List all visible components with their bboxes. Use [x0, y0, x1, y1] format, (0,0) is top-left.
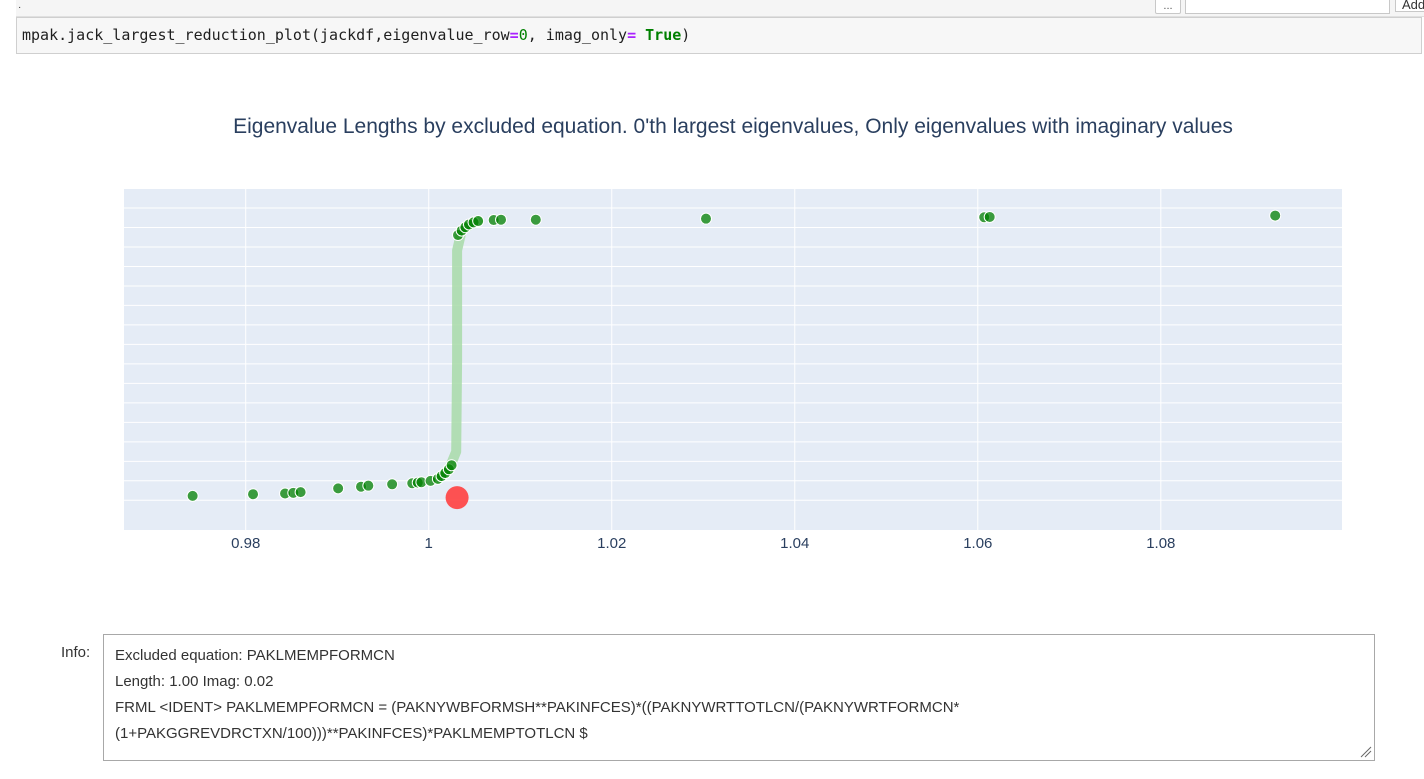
- code-cell-input[interactable]: mpak.jack_largest_reduction_plot(jackdf,…: [16, 17, 1422, 54]
- info-line: Length: 1.00 Imag: 0.02: [115, 673, 274, 690]
- data-point: [1269, 209, 1282, 222]
- data-point: [186, 489, 199, 502]
- info-textarea[interactable]: Excluded equation: PAKLMEMPFORMCN Length…: [103, 634, 1375, 761]
- data-point: [247, 488, 260, 501]
- data-point: [983, 210, 996, 223]
- data-point: [386, 478, 399, 491]
- code-function-call: mpak.jack_largest_reduction_plot(jackdf,…: [22, 26, 510, 44]
- code-argument: , imag_only: [527, 26, 628, 44]
- info-line: Excluded equation: PAKLMEMPFORMCN: [115, 647, 395, 664]
- data-point: [529, 213, 542, 226]
- code-close-paren: ): [681, 26, 691, 44]
- x-tick-label: 1.02: [597, 535, 626, 552]
- data-point: [472, 215, 485, 228]
- code-operator: =: [627, 26, 637, 44]
- chart-title: Eigenvalue Lengths by excluded equation.…: [233, 115, 1233, 138]
- data-point: [445, 459, 458, 472]
- info-line: FRML <IDENT> PAKLMEMPFORMCN = (PAKNYWBFO…: [115, 699, 960, 716]
- gridlines: [124, 189, 1342, 530]
- x-tick-labels: 0.98 1 1.02 1.04 1.06 1.08: [231, 535, 1175, 552]
- x-tick-label: 1.08: [1146, 535, 1175, 552]
- add-tag-button[interactable]: Add: [1395, 0, 1424, 12]
- selected-point: [445, 486, 469, 510]
- data-point: [495, 213, 508, 226]
- eigenvalue-path: [432, 216, 484, 484]
- path-layer: [432, 216, 484, 484]
- cell-prompt-marker: ·: [18, 2, 22, 13]
- resize-handle-icon[interactable]: [1360, 746, 1372, 758]
- x-tick-label: 1.04: [780, 535, 809, 552]
- cell-toolbar: · ... Add: [16, 0, 1424, 17]
- x-tick-label: 1.06: [963, 535, 992, 552]
- x-tick-label: 1: [425, 535, 433, 552]
- data-point: [362, 479, 375, 492]
- tag-input[interactable]: [1185, 0, 1390, 14]
- plot-area: [124, 189, 1342, 530]
- info-label: Info:: [61, 644, 91, 661]
- data-point: [294, 486, 307, 499]
- code-operator: =: [509, 26, 519, 44]
- points-layer: [186, 209, 1282, 510]
- data-point: [700, 212, 713, 225]
- data-point: [332, 482, 345, 495]
- x-tick-label: 0.98: [231, 535, 260, 552]
- code-number: 0: [518, 26, 528, 44]
- ellipsis-button[interactable]: ...: [1155, 0, 1181, 14]
- code-keyword: True: [645, 26, 682, 44]
- info-line: (1+PAKGGREVDRCTXN/100)))**PAKINFCES)*PAK…: [115, 725, 588, 742]
